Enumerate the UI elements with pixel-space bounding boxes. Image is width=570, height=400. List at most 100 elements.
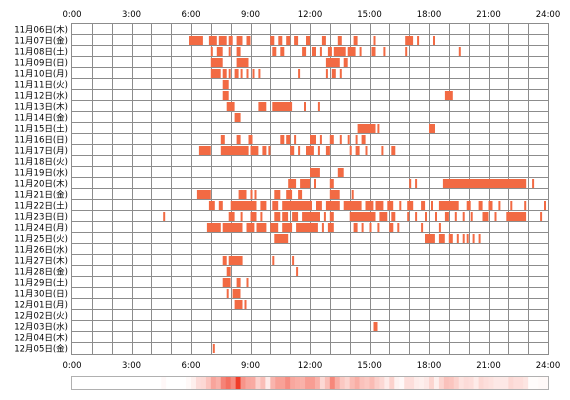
activity-bar [391,146,396,155]
density-cell [419,377,425,389]
activity-bar [431,201,433,210]
density-cell [265,377,271,389]
hourly-density-strip [71,376,549,390]
activity-bar [389,223,394,232]
activity-bar [425,212,427,221]
density-cell [448,377,455,389]
activity-bar [472,234,475,243]
density-cell [210,377,217,389]
density-cell [131,377,137,389]
x-tick-label-bottom: 3:00 [122,361,141,371]
row-label: 11月15日(土) [14,124,68,135]
x-axis-bottom: 0:00 3:00 6:00 9:00 12:00 15:00 18:00 21:00 24:0… [62,361,560,371]
activity-bar [329,179,334,188]
activity-bar [218,36,227,45]
density-cell [240,377,246,389]
density-cell [528,377,534,389]
activity-bar [163,212,166,221]
activity-bar [208,201,215,210]
activity-bar [236,135,241,144]
activity-bars [163,36,546,353]
activity-bar [470,212,473,221]
activity-bar [244,300,247,309]
density-cell [280,377,286,389]
activity-bar [248,135,253,144]
x-tick-label-top: 18:00 [417,10,442,20]
density-cell [324,377,331,389]
density-cell [91,377,98,389]
density-cell [181,377,187,389]
x-tick-label-top: 15:00 [357,10,382,20]
density-cell [518,377,524,389]
x-tick-label-bottom: 18:00 [417,361,442,371]
activity-bar [246,69,249,78]
activity-bar [429,124,435,133]
activity-bar [236,58,249,67]
activity-bar [268,146,271,155]
activity-bar [270,223,279,232]
activity-bar [407,212,410,221]
density-cell [295,377,301,389]
activity-bar [442,179,527,188]
activity-bar [325,69,328,78]
density-cell [220,377,227,389]
density-cell [319,377,326,389]
x-tick-label-bottom: 12:00 [298,361,323,371]
activity-bar [323,212,326,221]
x-tick-label-top: 3:00 [122,10,141,20]
activity-bar [246,278,249,287]
density-cell [290,377,296,389]
density-cell [225,377,231,389]
density-cell [285,377,291,389]
density-cell [305,377,311,389]
activity-bar [343,58,348,67]
activity-bar [258,69,261,78]
activity-bar [488,201,493,210]
activity-bar [262,146,267,155]
activity-bar [222,223,243,232]
density-cell [429,377,435,389]
activity-bar [319,47,322,56]
row-label: 11月29日(土) [14,278,68,289]
activity-bar [298,69,301,78]
gridlines [72,24,548,354]
activity-bar [325,201,340,210]
activity-bar [438,201,459,210]
density-cell [384,377,390,389]
density-cell [300,377,306,389]
activity-bar [349,146,352,155]
density-cell [414,377,420,389]
activity-bar [458,47,461,56]
activity-bar [329,135,334,144]
activity-bar [198,146,211,155]
density-cell [111,377,117,389]
activity-bar [510,201,513,210]
activity-bar [327,47,332,56]
activity-bar [317,102,320,111]
activity-bar [298,190,303,199]
activity-bar [361,223,364,232]
activity-bar [329,190,340,199]
density-cell [493,377,499,389]
activity-bar [228,69,231,78]
activity-bar [304,102,306,111]
density-cell [215,377,222,389]
activity-bar [286,135,291,144]
density-cell [200,377,207,389]
density-strip-border [71,376,549,390]
row-label: 11月28日(金) [14,267,68,278]
row-label: 11月10日(月) [14,70,68,80]
density-cell [86,377,93,389]
row-label: 11月30日(日) [14,290,68,300]
row-label: 11月22日(土) [14,201,68,212]
activity-bar [405,36,414,45]
density-cell [161,377,167,389]
activity-bar [280,47,285,56]
activity-bar [278,36,283,45]
activity-bar [462,212,465,221]
row-label: 11月27日(木) [14,256,68,267]
activity-bar [383,47,386,56]
row-label: 12月05日(金) [14,344,68,355]
activity-bar [371,47,376,56]
activity-bar [448,234,453,243]
